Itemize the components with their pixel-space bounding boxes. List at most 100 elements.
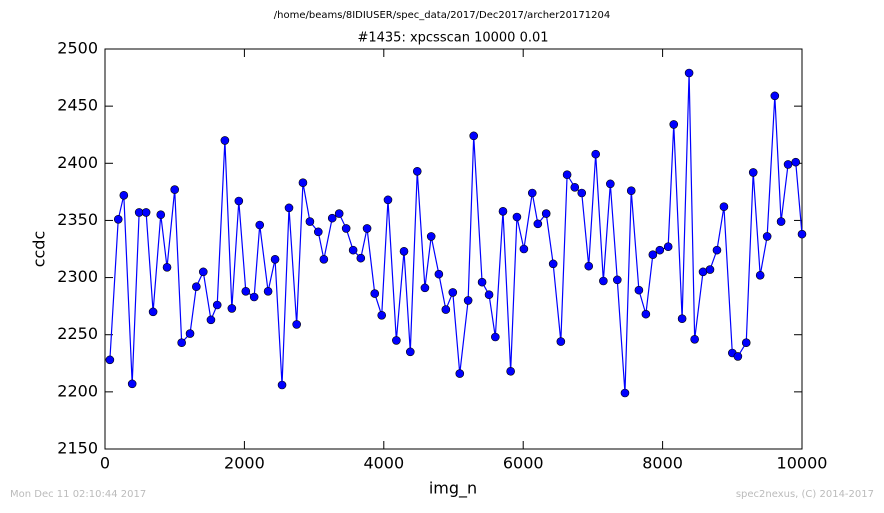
data-point: [712, 245, 722, 255]
y-axis-label: ccdc: [30, 231, 49, 268]
data-point: [334, 209, 344, 218]
data-point: [705, 265, 715, 274]
data-point: [220, 136, 230, 145]
y-tick-label: 2150: [57, 439, 98, 458]
y-tick-label: 2250: [57, 324, 98, 343]
data-point: [748, 168, 758, 177]
data-point: [119, 190, 129, 200]
y-tick-label: 2450: [57, 96, 98, 115]
data-point: [669, 120, 679, 129]
data-point: [663, 242, 673, 252]
data-point: [655, 245, 665, 255]
data-point: [377, 310, 387, 320]
y-tick-label: 2400: [57, 153, 98, 172]
data-point: [770, 91, 780, 101]
data-point: [255, 220, 265, 230]
data-point: [405, 347, 415, 357]
x-tick-label: 0: [100, 454, 110, 473]
data-point: [141, 208, 151, 217]
x-tick-label: 6000: [503, 454, 544, 473]
data-point: [612, 275, 622, 285]
data-point: [762, 232, 772, 241]
x-tick-label: 4000: [363, 454, 404, 473]
data-point: [463, 296, 473, 305]
data-point: [305, 217, 315, 226]
data-point: [591, 149, 600, 159]
y-tick-label: 2500: [57, 39, 98, 58]
data-point: [584, 261, 594, 271]
data-point: [192, 282, 201, 292]
x-axis-label: img_n: [429, 479, 477, 499]
data-point: [185, 329, 195, 338]
data-point: [198, 267, 208, 277]
data-point: [392, 336, 401, 345]
data-point: [519, 244, 529, 254]
data-point: [327, 213, 337, 223]
data-point: [634, 285, 644, 295]
data-point: [755, 270, 765, 280]
data-point: [562, 170, 572, 180]
data-point: [227, 304, 237, 313]
data-point: [541, 209, 551, 218]
data-point: [776, 217, 786, 226]
data-point: [284, 203, 294, 213]
y-tick-label: 2200: [57, 381, 98, 400]
y-tick-label: 2300: [57, 267, 98, 286]
data-point: [319, 254, 329, 264]
data-point: [648, 250, 658, 260]
data-point: [719, 202, 729, 212]
x-tick-label: 10000: [777, 454, 828, 473]
data-point: [127, 379, 137, 389]
data-point: [313, 227, 323, 237]
data-point: [105, 355, 115, 365]
data-point: [356, 253, 366, 263]
data-point: [441, 305, 451, 314]
data-point: [455, 369, 465, 378]
data-point: [448, 288, 458, 297]
suptitle: /home/beams/8IDIUSER/spec_data/2017/Dec2…: [274, 10, 610, 21]
data-point: [606, 179, 615, 189]
data-point: [684, 68, 694, 78]
data-point: [599, 276, 608, 286]
data-point: [298, 178, 308, 188]
plot-frame: [104, 48, 803, 450]
data-point: [533, 219, 543, 229]
data-point: [241, 286, 251, 296]
data-point: [577, 188, 587, 198]
data-point: [362, 224, 372, 233]
data-point: [733, 352, 743, 361]
data-point: [491, 332, 500, 342]
series-line: [109, 72, 803, 394]
data-point: [783, 160, 793, 169]
y-tick-label: 2350: [57, 210, 98, 229]
data-point: [498, 206, 508, 216]
data-point: [512, 212, 522, 222]
data-point: [570, 182, 580, 192]
data-point: [370, 289, 380, 298]
data-point: [148, 307, 158, 317]
data-point: [270, 254, 280, 264]
data-point: [620, 388, 630, 398]
data-point: [426, 232, 436, 241]
x-tick-label: 8000: [642, 454, 683, 473]
data-point: [741, 338, 751, 348]
data-point: [383, 195, 393, 205]
data-point: [548, 259, 558, 269]
data-point: [113, 214, 123, 224]
footer-left: Mon Dec 11 02:10:44 2017: [10, 489, 146, 500]
data-point: [263, 286, 273, 296]
data-point: [506, 366, 515, 376]
footer-right: spec2nexus, (C) 2014-2017: [736, 489, 874, 500]
data-point: [469, 131, 479, 141]
data-point: [527, 188, 537, 198]
data-point: [434, 269, 444, 279]
data-point: [677, 314, 687, 324]
data-point: [420, 283, 430, 293]
data-point: [556, 337, 566, 346]
data-point: [341, 224, 351, 233]
data-point: [292, 320, 301, 329]
data-point: [249, 292, 259, 302]
data-point: [791, 157, 801, 167]
chart-title: #1435: xpcsscan 10000 0.01: [357, 31, 548, 46]
